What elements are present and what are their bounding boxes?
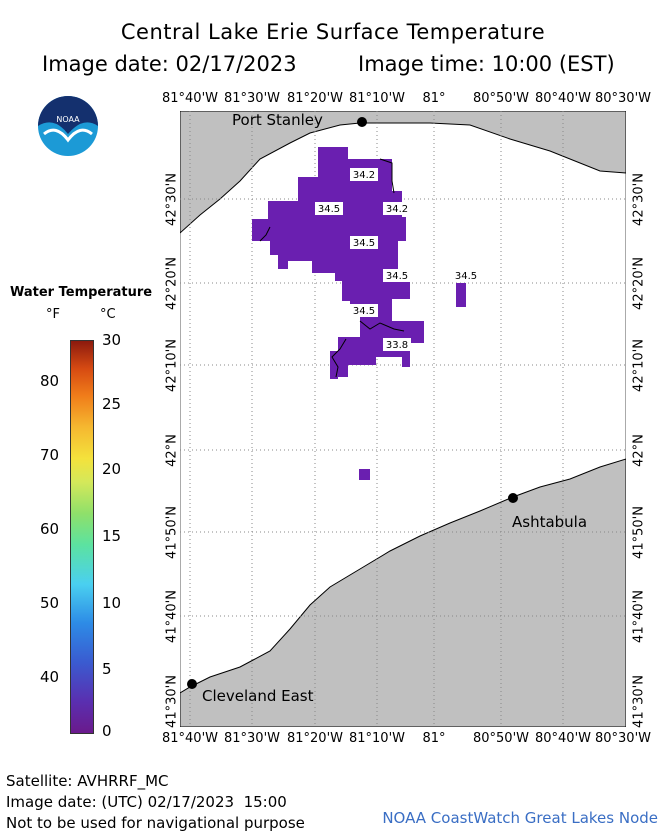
lat-label: 42°10'N (631, 339, 647, 392)
svg-text:NOAA: NOAA (56, 115, 80, 124)
f-tick: 50 (40, 594, 60, 612)
f-tick: 70 (40, 446, 60, 464)
lat-label: 41°40'N (631, 590, 647, 643)
image-time: Image time: 10:00 (EST) (358, 52, 615, 76)
lat-label: 42°30'N (164, 173, 180, 226)
lat-label: 42°30'N (631, 173, 647, 226)
temperature-region (252, 147, 466, 480)
lon-label: 81°10'W (348, 91, 405, 106)
disclaimer: Not to be used for navigational purpose (6, 814, 305, 832)
page-title: Central Lake Erie Surface Temperature (120, 20, 546, 44)
grid (180, 111, 626, 727)
contours (259, 158, 405, 378)
image-date: Image date: 02/17/2023 (42, 52, 297, 76)
lat-label: 42°10'N (164, 339, 180, 392)
port-stanley-marker (357, 117, 367, 127)
temp-label: 34.5 (353, 306, 375, 317)
temp-patch-east (456, 283, 466, 307)
south-shore-land (180, 458, 626, 727)
lon-label: 81°10'W (348, 731, 405, 746)
lon-label: 81°40'W (161, 731, 218, 746)
ashtabula-marker (508, 493, 518, 503)
lon-label: 81°20'W (286, 91, 343, 106)
noaa-logo: NOAA (38, 96, 98, 156)
temp-label: 34.2 (386, 204, 408, 215)
temp-label: 34.5 (353, 238, 375, 249)
satellite-info: Satellite: AVHRRF_MC (6, 772, 169, 790)
colorbar (70, 340, 94, 734)
c-tick: 20 (102, 460, 122, 478)
c-tick: 30 (102, 331, 122, 349)
lat-label: 41°40'N (164, 590, 180, 643)
lon-label: 81°30'W (223, 731, 280, 746)
lat-label: 41°30'N (164, 675, 180, 728)
temp-label: 34.5 (455, 271, 477, 282)
f-tick: 80 (40, 372, 60, 390)
lon-label: 81°40'W (161, 91, 218, 106)
lat-label: 42°20'N (164, 257, 180, 310)
utc-date: Image date: (UTC) 02/17/2023 15:00 (6, 793, 287, 811)
lake-map: 34.2 34.5 34.2 34.5 34.5 34.5 34.5 33.8 … (180, 111, 626, 727)
c-tick: 0 (102, 722, 112, 740)
lat-label: 42°N (164, 434, 180, 467)
cleveland-east-marker (187, 679, 197, 689)
lon-label: 80°40'W (534, 91, 591, 106)
city-label: Ashtabula (512, 513, 587, 531)
c-tick: 15 (102, 527, 122, 545)
cities: Port Stanley Ashtabula Cleveland East (187, 111, 587, 705)
temp-label: 33.8 (386, 340, 408, 351)
lon-label: 80°30'W (594, 731, 651, 746)
lon-label: 81°30'W (223, 91, 280, 106)
temp-patch-main (252, 147, 424, 379)
temp-labels: 34.2 34.5 34.2 34.5 34.5 34.5 34.5 33.8 (315, 168, 480, 351)
lon-label: 80°30'W (594, 91, 651, 106)
f-tick: 40 (40, 668, 60, 686)
lat-label: 41°30'N (631, 675, 647, 728)
f-tick: 60 (40, 520, 60, 538)
unit-c: °C (100, 307, 116, 322)
lat-label: 41°50'N (631, 506, 647, 559)
lon-label: 80°50'W (472, 91, 529, 106)
lon-label: 81° (422, 91, 446, 106)
unit-f: °F (46, 307, 60, 322)
city-label: Port Stanley (232, 111, 323, 129)
temp-patch-small (359, 469, 370, 480)
lon-label: 81°20'W (286, 731, 343, 746)
temp-label: 34.2 (353, 170, 375, 181)
city-label: Cleveland East (202, 687, 314, 705)
lat-label: 41°50'N (164, 506, 180, 559)
north-shore-land (180, 111, 626, 234)
lon-label: 80°50'W (472, 731, 529, 746)
credit: NOAA CoastWatch Great Lakes Node (382, 809, 658, 827)
lon-label: 80°40'W (534, 731, 591, 746)
c-tick: 10 (102, 594, 122, 612)
temp-label: 34.5 (318, 204, 340, 215)
lat-label: 42°20'N (631, 257, 647, 310)
lon-label: 81° (422, 731, 446, 746)
c-tick: 5 (102, 660, 112, 678)
c-tick: 25 (102, 395, 122, 413)
legend-title: Water Temperature (10, 285, 153, 300)
lat-label: 42°N (631, 434, 647, 467)
temp-label: 34.5 (386, 271, 408, 282)
